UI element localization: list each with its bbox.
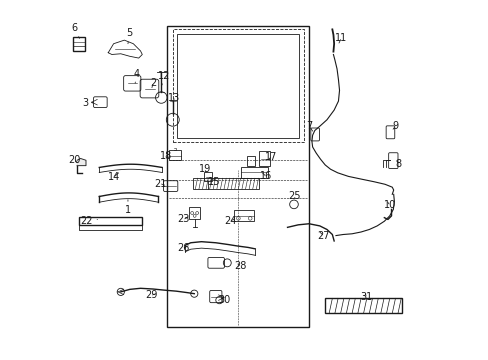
Text: 6: 6 [71,23,80,39]
Bar [188,207,200,219]
Text: 2: 2 [150,78,156,88]
Text: 15: 15 [207,177,220,187]
Text: 18: 18 [160,150,172,161]
Text: 1: 1 [124,200,131,216]
Bar [167,26,308,327]
Text: 25: 25 [288,191,300,201]
Bar [325,298,402,314]
Text: 21: 21 [154,179,166,189]
Text: 14: 14 [107,172,120,182]
Text: 7: 7 [305,121,312,131]
Text: 8: 8 [395,159,401,169]
Bar [246,156,254,166]
Bar [192,178,258,189]
Text: 9: 9 [391,121,397,131]
Text: 3: 3 [81,98,93,108]
Text: 31: 31 [360,292,372,302]
Bar [172,30,303,142]
Text: 28: 28 [234,261,246,271]
Text: 27: 27 [317,231,329,240]
Text: 19: 19 [199,164,211,174]
Text: 24: 24 [224,216,236,226]
Text: 22: 22 [81,216,97,226]
Text: 11: 11 [334,33,347,43]
Text: 10: 10 [383,200,395,210]
Bar [177,34,299,138]
Text: 20: 20 [68,155,80,165]
Text: 13: 13 [168,93,181,103]
Bar [241,167,267,178]
Text: 5: 5 [126,28,133,44]
Text: 16: 16 [259,171,272,181]
Text: 4: 4 [134,69,140,83]
Text: 12: 12 [157,71,170,85]
Bar [73,37,84,51]
Text: 17: 17 [264,152,277,162]
Text: 26: 26 [177,243,189,253]
Bar [203,172,212,181]
Bar [234,211,254,221]
Text: 30: 30 [218,295,230,305]
Polygon shape [77,158,86,166]
Text: 23: 23 [177,215,189,224]
Bar [169,150,180,160]
Bar [79,217,142,225]
Bar [258,151,269,166]
Text: 29: 29 [145,291,157,301]
